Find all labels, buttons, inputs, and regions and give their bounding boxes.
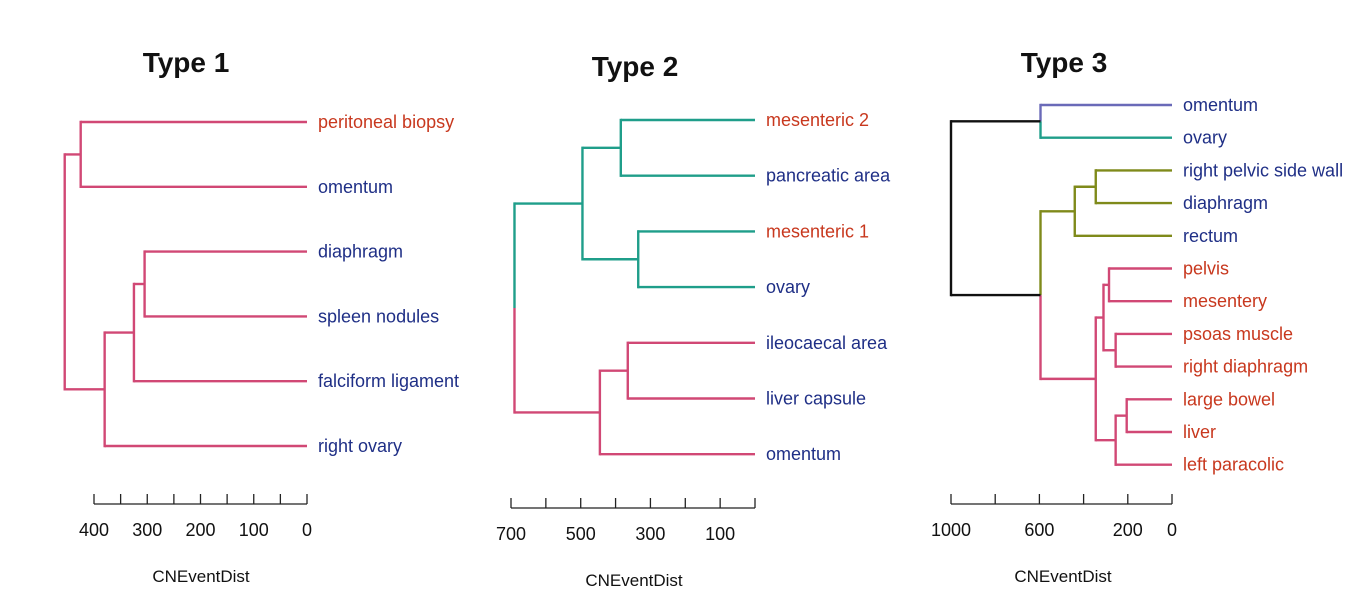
tick-label: 500 [566,524,596,544]
chart-title: Type 2 [592,51,679,82]
tick-label: 300 [132,520,162,540]
leaf-label: omentum [1183,95,1258,115]
panel-type-3: Type 3 omentum ovary right pelvic side wal… [931,47,1343,586]
x-axis: 400 300 200 100 0 [79,494,312,540]
leaf-label: spleen nodules [318,306,439,326]
leaf-labels: mesenteric 2 pancreatic area mesenteric 1 o… [766,110,891,464]
tick-label: 600 [1024,520,1054,540]
tick-label: 0 [1167,520,1177,540]
leaf-label: omentum [318,177,393,197]
leaf-label: peritoneal biopsy [318,112,454,132]
leaf-label: right diaphragm [1183,357,1308,377]
leaf-label: diaphragm [318,242,403,262]
leaf-label: ovary [766,277,810,297]
leaf-label: omentum [766,444,841,464]
tick-label: 0 [302,520,312,540]
dendrogram-branches [949,103,1172,466]
leaf-label: falciform ligament [318,371,459,391]
leaf-label: left paracolic [1183,455,1284,475]
tick-label: 400 [79,520,109,540]
dendrogram-branches [63,120,307,448]
leaf-labels: peritoneal biopsy omentum diaphragm spleen … [318,112,459,456]
tick-label: 100 [239,520,269,540]
x-axis: 700 500 300 100 [496,498,756,544]
tick-label: 200 [185,520,215,540]
chart-title: Type 1 [143,47,230,78]
leaf-label: mesentery [1183,291,1267,311]
leaf-label: diaphragm [1183,193,1268,213]
x-axis-label: CNEventDist [152,567,250,586]
leaf-label: liver capsule [766,389,866,409]
leaf-label: ovary [1183,128,1227,148]
leaf-label: liver [1183,422,1216,442]
leaf-label: ileocaecal area [766,333,888,353]
leaf-label: rectum [1183,226,1238,246]
leaf-label: mesenteric 2 [766,110,869,130]
panel-type-1: Type 1 peritoneal biopsy omentum diaphragm… [63,47,459,586]
leaf-label: mesenteric 1 [766,221,869,241]
leaf-label: right ovary [318,436,402,456]
leaf-label: pancreatic area [766,166,891,186]
tick-label: 300 [635,524,665,544]
x-axis-label: CNEventDist [1014,567,1112,586]
leaf-labels: omentum ovary right pelvic side wall diaphr… [1183,95,1343,475]
chart-title: Type 3 [1021,47,1108,78]
leaf-label: pelvis [1183,259,1229,279]
x-axis: 1000 600 200 0 [931,494,1177,540]
tick-label: 100 [705,524,735,544]
leaf-label: large bowel [1183,389,1275,409]
tick-label: 1000 [931,520,971,540]
leaf-label: psoas muscle [1183,324,1293,344]
leaf-label: right pelvic side wall [1183,160,1343,180]
x-axis-label: CNEventDist [585,571,683,590]
tick-label: 200 [1113,520,1143,540]
tick-label: 700 [496,524,526,544]
dendrogram-branches [513,118,755,456]
